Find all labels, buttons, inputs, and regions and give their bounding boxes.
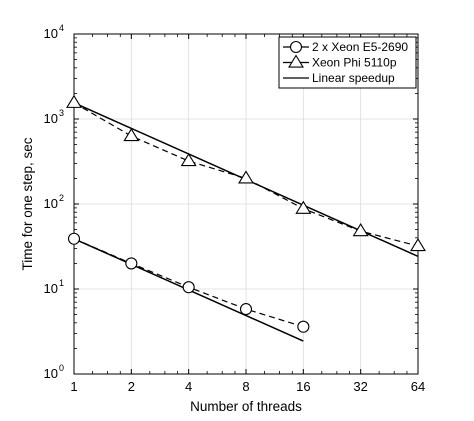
data-point-circle <box>297 320 310 333</box>
data-point-triangle <box>238 170 254 184</box>
y-tick-label: 10 <box>44 111 58 126</box>
y-tick-exponent: 0 <box>59 363 64 373</box>
data-point-circle <box>182 281 195 294</box>
data-point-triangle <box>123 127 140 142</box>
y-tick-exponent: 2 <box>59 193 64 203</box>
data-point-triangle <box>66 94 82 108</box>
x-tick-label: 64 <box>411 379 425 394</box>
legend-label: Xeon Phi 5110p <box>312 56 397 70</box>
y-tick-label: 10 <box>44 196 58 211</box>
data-point-circle <box>239 303 253 316</box>
x-tick-label: 4 <box>185 379 192 394</box>
data-point-triangle <box>410 238 426 252</box>
x-tick-label: 16 <box>296 379 310 394</box>
y-tick-exponent: 3 <box>59 108 64 118</box>
x-tick-label: 1 <box>70 379 77 394</box>
series-markers <box>66 94 426 333</box>
legend-label: Linear speedup <box>312 71 395 85</box>
x-tick-label: 8 <box>242 379 249 394</box>
y-tick-label: 10 <box>44 366 58 381</box>
x-axis-label: Number of threads <box>190 399 302 414</box>
y-tick-exponent: 4 <box>59 23 64 33</box>
data-point-triangle <box>295 200 312 214</box>
x-tick-label: 2 <box>128 379 135 394</box>
y-axis-label: Time for one step, sec <box>20 137 35 270</box>
data-point-triangle <box>180 153 197 167</box>
x-tick-labels: 1 2 4 8 16 32 64 <box>70 379 425 394</box>
data-point-triangle <box>352 223 369 237</box>
legend-marker-triangle <box>288 54 304 68</box>
legend-label: 2 x Xeon E5-2690 <box>312 40 408 54</box>
y-tick-label: 10 <box>44 281 58 296</box>
data-point-circle <box>67 232 81 245</box>
y-tick-exponent: 1 <box>59 278 64 288</box>
data-point-circle <box>125 257 138 270</box>
y-tick-label: 10 <box>44 26 58 41</box>
legend-marker-circle <box>289 40 303 54</box>
x-tick-label: 32 <box>353 379 367 394</box>
